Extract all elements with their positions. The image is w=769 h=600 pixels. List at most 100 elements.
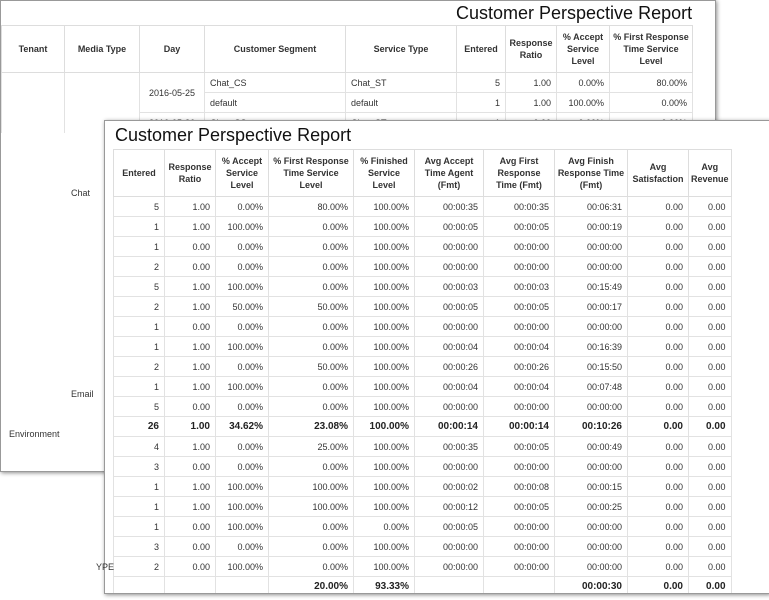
- accept-time-cell: 00:00:12: [414, 496, 484, 517]
- entered-cell: 5: [113, 196, 165, 217]
- first-cell: 23.08%: [268, 416, 354, 437]
- satisfaction-cell: 0.00: [627, 296, 689, 317]
- entered-cell: 2: [113, 256, 165, 277]
- entered-cell: 1: [113, 236, 165, 257]
- accept-time-cell: [414, 576, 484, 593]
- col-header-finished-sl[interactable]: % Finished Service Level: [353, 149, 415, 197]
- table-row: 1 1.00 100.00% 0.00% 100.00% 00:00:04 00:00:04…: [113, 336, 732, 357]
- col-header-first-response-sl[interactable]: % First Response Time Service Level: [609, 25, 693, 73]
- table-row: 2 0.00 0.00% 0.00% 100.00% 00:00:00 00:00:00 00…: [113, 256, 732, 277]
- col-header-first-response-sl[interactable]: % First Response Time Service Level: [268, 149, 354, 197]
- first-cell: 100.00%: [268, 476, 354, 497]
- finished-cell: 100.00%: [353, 556, 415, 577]
- col-header-tenant[interactable]: Tenant: [1, 25, 65, 73]
- finish-time-cell: 00:00:00: [554, 456, 628, 477]
- ratio-cell: 1.00: [164, 196, 216, 217]
- ratio-cell: 0.00: [164, 556, 216, 577]
- first-time-cell: 00:00:00: [483, 456, 555, 477]
- finished-cell: 100.00%: [353, 476, 415, 497]
- accept-cell: 0.00%: [215, 236, 269, 257]
- col-header-entered[interactable]: Entered: [113, 149, 165, 197]
- finish-time-cell: 00:06:31: [554, 196, 628, 217]
- first-time-cell: 00:00:35: [483, 196, 555, 217]
- ratio-cell: 1.00: [505, 92, 557, 113]
- col-header-accept-sl[interactable]: % Accept Service Level: [215, 149, 269, 197]
- revenue-cell: 0.00: [688, 576, 732, 593]
- first-time-cell: [483, 576, 555, 593]
- ratio-cell: 0.00: [164, 536, 216, 557]
- ratio-cell: 1.00: [164, 496, 216, 517]
- accept-cell: [215, 576, 269, 593]
- media-type-email: Email: [71, 389, 94, 399]
- first-time-cell: 00:00:08: [483, 476, 555, 497]
- satisfaction-cell: 0.00: [627, 196, 689, 217]
- accept-time-cell: 00:00:05: [414, 516, 484, 537]
- finished-cell: 0.00%: [353, 516, 415, 537]
- finished-cell: 100.00%: [353, 456, 415, 477]
- report-front: Customer Perspective Report Entered Resp…: [104, 120, 769, 594]
- satisfaction-cell: 0.00: [627, 436, 689, 457]
- first-time-cell: 00:00:00: [483, 256, 555, 277]
- revenue-cell: 0.00: [688, 196, 732, 217]
- accept-time-cell: 00:00:35: [414, 436, 484, 457]
- revenue-cell: 0.00: [688, 276, 732, 297]
- entered-cell: [113, 576, 165, 593]
- accept-cell: 100.00%: [556, 92, 610, 113]
- col-header-avg-first-response-time[interactable]: Avg First Response Time (Fmt): [483, 149, 555, 197]
- report-table: Entered Response Ratio % Accept Service …: [113, 149, 732, 593]
- col-header-avg-finish-response-time[interactable]: Avg Finish Response Time (Fmt): [554, 149, 628, 197]
- col-header-day[interactable]: Day: [139, 25, 205, 73]
- accept-cell: 0.00%: [556, 72, 610, 93]
- ratio-cell: 1.00: [164, 476, 216, 497]
- col-header-service-type[interactable]: Service Type: [345, 25, 457, 73]
- finish-time-cell: 00:00:17: [554, 296, 628, 317]
- finish-time-cell: 00:00:00: [554, 536, 628, 557]
- col-header-customer-segment[interactable]: Customer Segment: [204, 25, 346, 73]
- col-header-avg-revenue[interactable]: Avg Revenue: [688, 149, 732, 197]
- accept-time-cell: 00:00:04: [414, 376, 484, 397]
- col-header-avg-accept-time[interactable]: Avg Accept Time Agent (Fmt): [414, 149, 484, 197]
- first-cell: 0.00%: [268, 316, 354, 337]
- ratio-cell: 1.00: [164, 436, 216, 457]
- revenue-cell: 0.00: [688, 376, 732, 397]
- revenue-cell: 0.00: [688, 236, 732, 257]
- media-type-chat: Chat: [71, 188, 91, 198]
- finished-cell: 100.00%: [353, 356, 415, 377]
- entered-cell: 1: [113, 516, 165, 537]
- finished-cell: 100.00%: [353, 536, 415, 557]
- finished-cell: 100.00%: [353, 216, 415, 237]
- table-row: 1 1.00 100.00% 0.00% 100.00% 00:00:05 00:00:05…: [113, 216, 732, 237]
- col-header-response-ratio[interactable]: Response Ratio: [505, 25, 557, 73]
- col-header-media-type[interactable]: Media Type: [64, 25, 140, 73]
- first-time-cell: 00:00:04: [483, 336, 555, 357]
- table-row: 5 1.00 100.00% 0.00% 100.00% 00:00:03 00:00:03…: [113, 276, 732, 297]
- first-time-cell: 00:00:00: [483, 516, 555, 537]
- col-header-response-ratio[interactable]: Response Ratio: [164, 149, 216, 197]
- col-header-avg-satisfaction[interactable]: Avg Satisfaction: [627, 149, 689, 197]
- ratio-cell: 1.00: [164, 216, 216, 237]
- revenue-cell: 0.00: [688, 556, 732, 577]
- revenue-cell: 0.00: [688, 316, 732, 337]
- revenue-cell: 0.00: [688, 416, 732, 437]
- first-cell: 0.00%: [268, 256, 354, 277]
- first-cell: 0.00%: [268, 216, 354, 237]
- accept-cell: 0.00%: [215, 536, 269, 557]
- col-header-accept-sl[interactable]: % Accept Service Level: [556, 25, 610, 73]
- first-time-cell: 00:00:05: [483, 436, 555, 457]
- first-time-cell: 00:00:00: [483, 556, 555, 577]
- first-cell: 20.00%: [268, 576, 354, 593]
- col-header-entered[interactable]: Entered: [456, 25, 506, 73]
- accept-cell: 0.00%: [215, 356, 269, 377]
- table-row: 2 0.00 100.00% 0.00% 100.00% 00:00:00 00:00:00…: [113, 556, 732, 577]
- accept-cell: 100.00%: [215, 336, 269, 357]
- service-cell: default: [345, 92, 457, 113]
- first-cell: 0.00%: [609, 92, 693, 113]
- satisfaction-cell: 0.00: [627, 236, 689, 257]
- revenue-cell: 0.00: [688, 396, 732, 417]
- revenue-cell: 0.00: [688, 436, 732, 457]
- table-row: 5 0.00 0.00% 0.00% 100.00% 00:00:00 00:00:00 00…: [113, 396, 732, 417]
- table-row: 1 0.00 0.00% 0.00% 100.00% 00:00:00 00:00:00 00…: [113, 236, 732, 257]
- first-cell: 0.00%: [268, 516, 354, 537]
- accept-cell: 100.00%: [215, 276, 269, 297]
- first-cell: 0.00%: [268, 236, 354, 257]
